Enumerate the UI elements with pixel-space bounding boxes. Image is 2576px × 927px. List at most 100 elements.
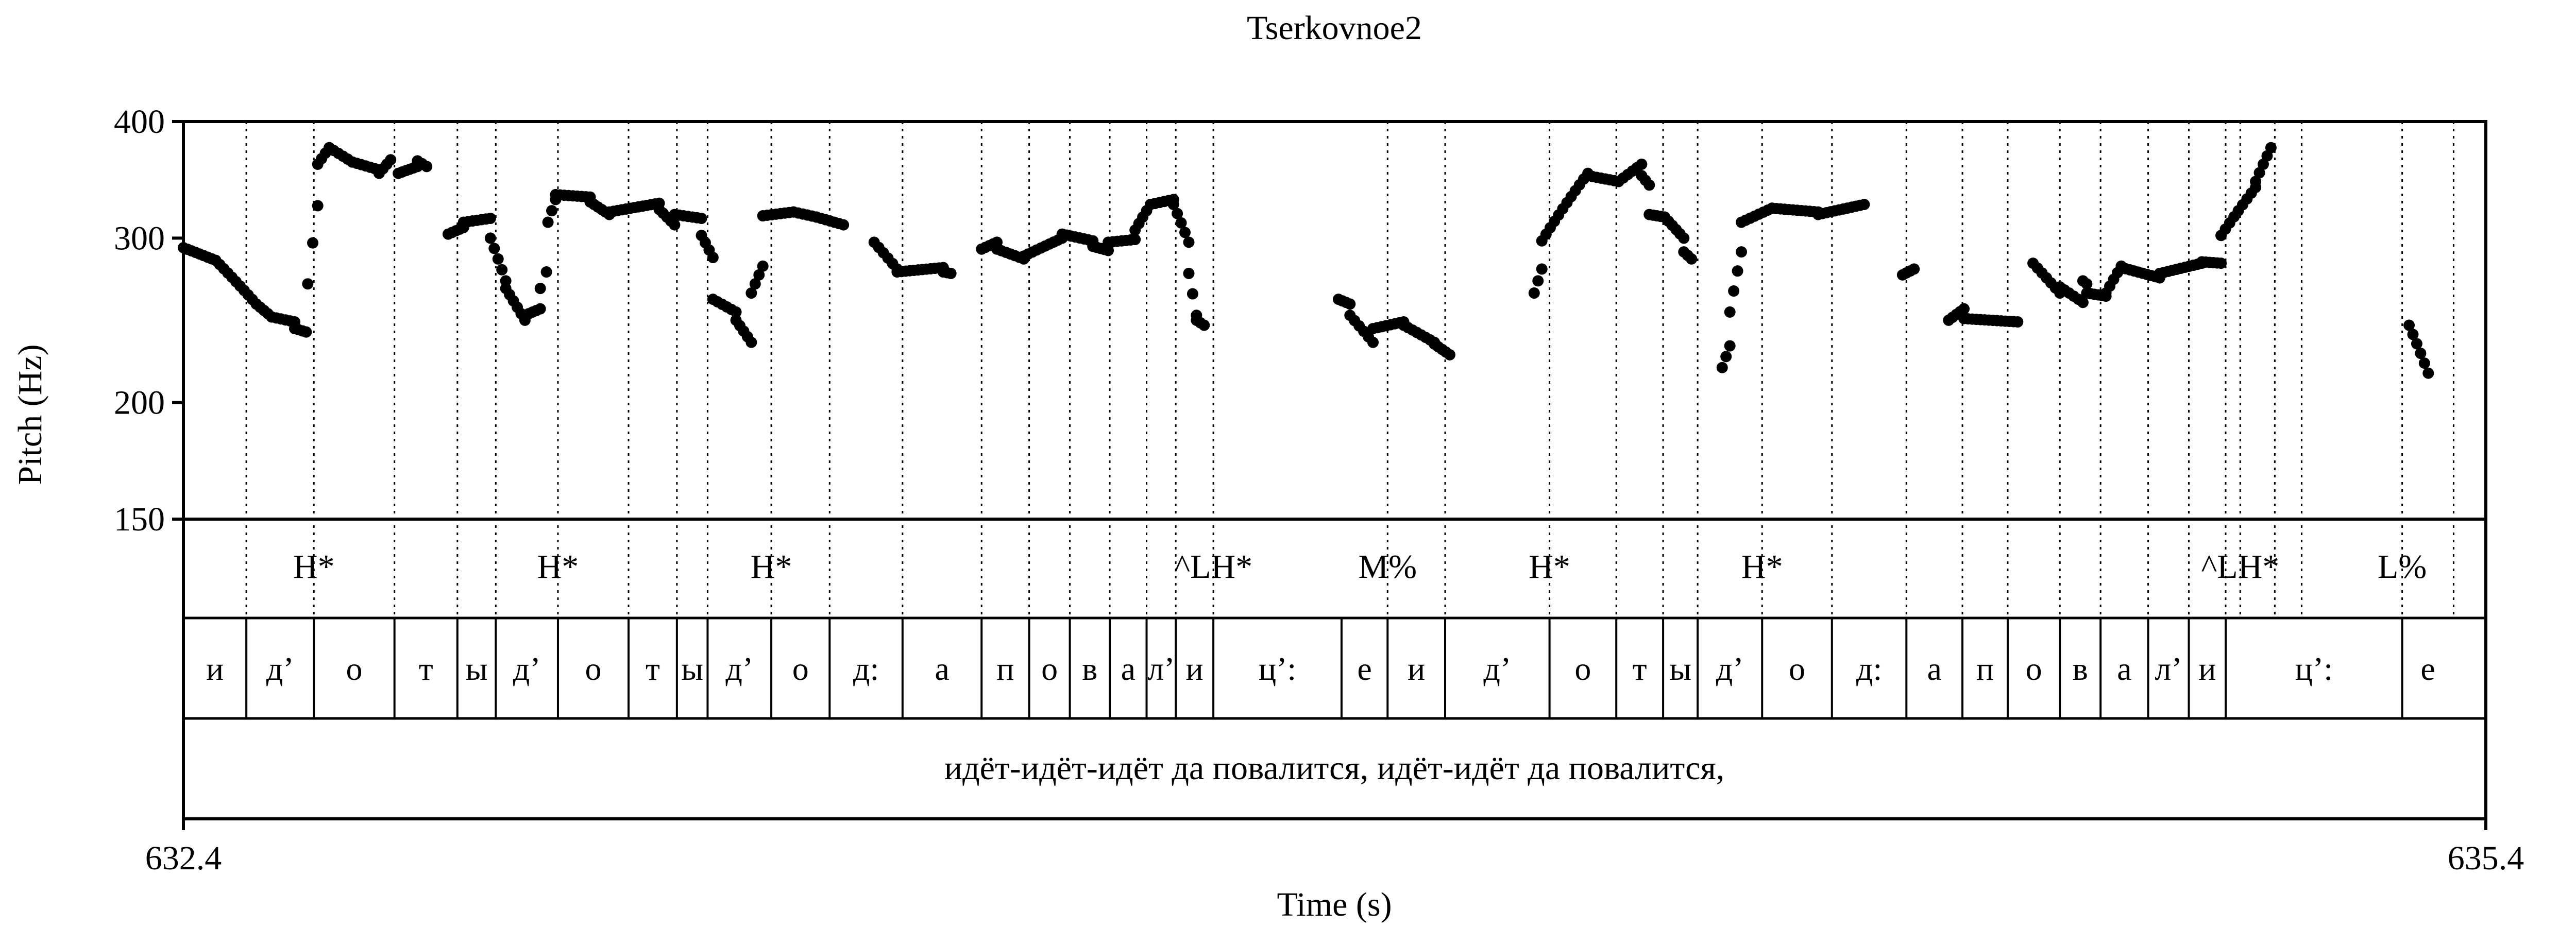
- pitch-point: [1367, 336, 1379, 348]
- x-tick-label: 635.4: [2448, 839, 2524, 877]
- segment-label: т: [1633, 650, 1647, 687]
- pitch-point: [2411, 338, 2422, 350]
- pitch-point: [1532, 275, 1544, 287]
- pitch-point: [1636, 158, 1648, 170]
- x-axis-label: Time (s): [1277, 886, 1392, 923]
- tone-label: M%: [1358, 548, 1417, 586]
- pitch-point: [2418, 357, 2430, 369]
- pitch-point: [534, 303, 546, 315]
- segment-label: ц’:: [1259, 650, 1296, 687]
- tone-label: H*: [751, 548, 792, 586]
- pitch-point: [1183, 236, 1195, 248]
- pitch-point: [1716, 362, 1728, 373]
- chart-title: Tserkovnoe2: [1247, 9, 1422, 47]
- x-tick-label: 632.4: [145, 839, 222, 877]
- pitch-point: [496, 264, 508, 276]
- segment-label: о: [1574, 650, 1591, 687]
- segment-label: а: [1121, 650, 1136, 687]
- segment-label: ы: [681, 650, 703, 687]
- segment-label: и: [1186, 650, 1204, 687]
- pitch-point: [1175, 217, 1187, 229]
- y-tick-label: 300: [114, 219, 165, 257]
- segment-label: а: [1927, 650, 1941, 687]
- segment-label: п: [996, 650, 1014, 687]
- segment-label: о: [792, 650, 809, 687]
- segment-label: д:: [853, 650, 879, 687]
- pitch-point: [540, 266, 552, 278]
- segment-label: в: [1082, 650, 1097, 687]
- pitch-point: [534, 283, 546, 295]
- pitch-point: [484, 232, 496, 244]
- pitch-point: [1129, 234, 1141, 246]
- pitch-point: [546, 205, 558, 217]
- pitch-point: [492, 253, 504, 265]
- pitch-point: [2415, 348, 2427, 359]
- pitch-point: [1720, 351, 1732, 363]
- pitch-point: [1528, 287, 1540, 299]
- segment-dividers: [245, 618, 2403, 718]
- pitch-point: [421, 161, 433, 173]
- pitch-point: [838, 219, 850, 231]
- pitch-point: [757, 260, 769, 272]
- pitch-point: [312, 200, 324, 212]
- pitch-point: [749, 278, 761, 290]
- pitch-point: [745, 287, 757, 299]
- pitch-point: [1444, 349, 1455, 360]
- pitch-point: [1179, 227, 1191, 238]
- segment-label: в: [2073, 650, 2088, 687]
- pitch-point: [1908, 263, 1920, 275]
- pitch-point: [385, 154, 397, 166]
- tone-label: H*: [1741, 548, 1783, 586]
- segment-label: ц’:: [2295, 650, 2333, 687]
- pitch-point: [1172, 208, 1183, 219]
- segment-label: о: [585, 650, 601, 687]
- utterance-text: идёт-идёт-идёт да повалится, идёт-идёт д…: [944, 749, 1724, 787]
- pitch-point: [1858, 199, 1870, 211]
- segment-label: д’: [725, 650, 753, 687]
- y-axis: 150 200 300 400: [114, 103, 183, 538]
- pitch-point: [1344, 298, 1356, 310]
- segment-label: и: [2198, 650, 2216, 687]
- tone-tier: H* H* H* ^LH* M% H* H* ^LH* L%: [293, 548, 2427, 586]
- pitch-point: [945, 267, 957, 279]
- pitch-point: [1958, 303, 1970, 315]
- pitch-point: [730, 306, 742, 318]
- pitch-point: [2077, 297, 2089, 308]
- segment-label: о: [1041, 650, 1058, 687]
- pitch-point: [2422, 367, 2434, 379]
- segment-label: п: [1976, 650, 1994, 687]
- segment-label: и: [1408, 650, 1425, 687]
- tone-label: H*: [537, 548, 579, 586]
- segment-label: и: [206, 650, 224, 687]
- pitch-point: [1732, 265, 1743, 277]
- pitch-point: [1678, 232, 1690, 244]
- segment-label: т: [419, 650, 433, 687]
- segment-label: д’: [513, 650, 541, 687]
- segment-label: д:: [1856, 650, 1882, 687]
- pitch-point: [753, 269, 765, 281]
- segment-label: т: [646, 650, 660, 687]
- segment-label: д’: [266, 650, 294, 687]
- pitch-point: [1183, 267, 1195, 279]
- pitch-points: [178, 142, 2434, 379]
- pitch-point: [1724, 306, 1736, 318]
- tone-label: L%: [2378, 548, 2427, 586]
- y-axis-label: Pitch (Hz): [11, 344, 49, 485]
- y-tick-label: 200: [114, 384, 165, 422]
- pitch-point: [669, 219, 681, 231]
- pitch-point: [2081, 278, 2093, 290]
- pitch-point: [488, 243, 500, 254]
- pitch-point: [1536, 263, 1548, 275]
- pitch-point: [1167, 199, 1179, 211]
- pitch-point: [484, 213, 496, 225]
- segment-label: о: [2026, 650, 2042, 687]
- segment-tier: и д’ о т ы д’ о т ы д’ о д: а п о в а л’ и ц’: е и д’ о т ы д’ о д: а…: [206, 650, 2435, 687]
- pitch-point: [307, 237, 319, 249]
- y-tick-label: 150: [114, 501, 165, 538]
- pitch-point: [707, 252, 719, 264]
- pitch-point: [696, 213, 707, 225]
- tone-label: ^LH*: [2201, 548, 2279, 586]
- pitch-point: [745, 336, 757, 348]
